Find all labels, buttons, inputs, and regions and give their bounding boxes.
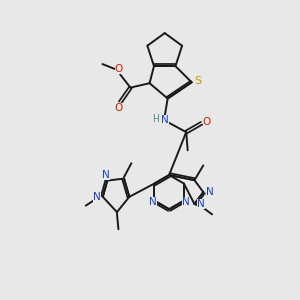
Text: N: N [160, 115, 168, 125]
Text: H: H [152, 115, 159, 124]
Text: N: N [161, 115, 169, 125]
Text: N: N [93, 192, 101, 202]
Text: N: N [149, 197, 157, 207]
Text: N: N [182, 197, 190, 207]
Text: O: O [203, 117, 211, 127]
Text: S: S [195, 76, 202, 86]
Text: N: N [197, 199, 205, 209]
Text: O: O [115, 64, 123, 74]
Text: N: N [102, 170, 110, 180]
Text: N: N [206, 187, 214, 197]
Text: O: O [115, 103, 123, 112]
Text: H: H [152, 114, 159, 123]
